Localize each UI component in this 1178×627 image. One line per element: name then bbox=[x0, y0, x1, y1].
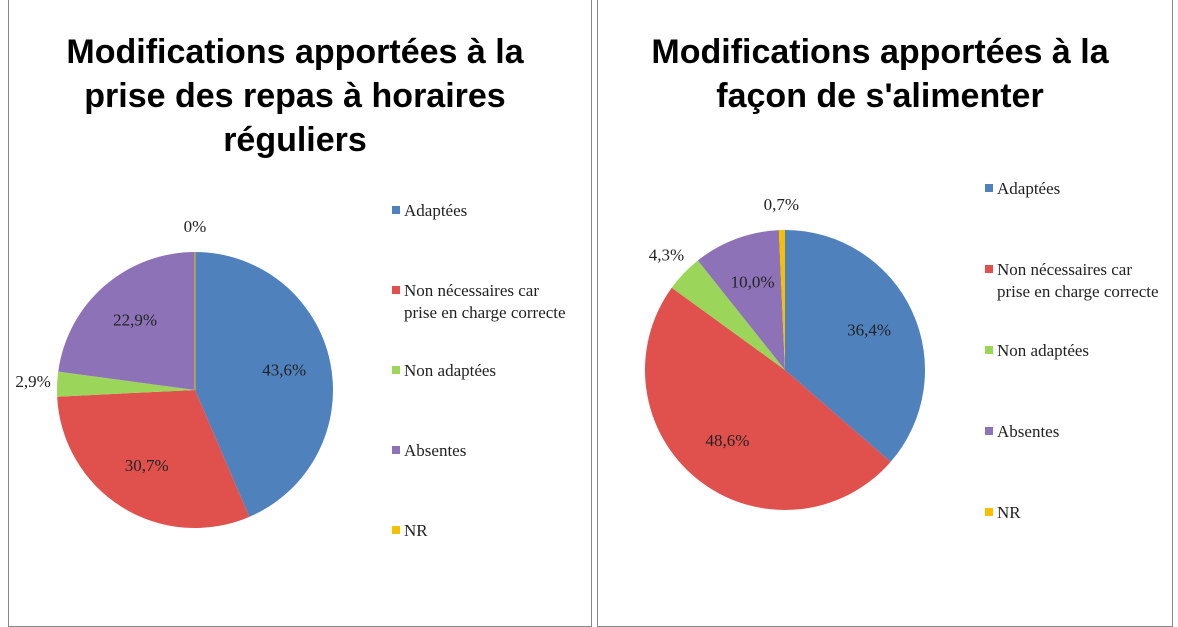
legend-swatch bbox=[392, 286, 400, 294]
data-label: 43,6% bbox=[262, 361, 306, 380]
legend-item: Non nécessaires car prise en charge corr… bbox=[985, 259, 1160, 303]
legend-swatch bbox=[392, 446, 400, 454]
legend-label: Non nécessaires car prise en charge corr… bbox=[997, 260, 1159, 301]
data-label: 36,4% bbox=[847, 321, 891, 340]
legend-label: Absentes bbox=[997, 422, 1060, 441]
data-label: 2,9% bbox=[15, 372, 50, 391]
legend-item: Non adaptées bbox=[392, 360, 567, 382]
legend-item: NR bbox=[985, 502, 1160, 524]
legend-item: Absentes bbox=[392, 440, 567, 462]
data-label: 10,0% bbox=[731, 272, 775, 291]
legend-label: Non adaptées bbox=[404, 361, 497, 380]
pie-slice bbox=[58, 252, 195, 390]
pie-slice bbox=[57, 371, 195, 397]
legend-item: Non adaptées bbox=[985, 340, 1160, 362]
legend-label: Absentes bbox=[404, 441, 467, 460]
pie-slice bbox=[697, 230, 785, 370]
data-label: 48,6% bbox=[705, 431, 749, 450]
legend-swatch bbox=[985, 346, 993, 354]
legend-item: NR bbox=[392, 520, 567, 542]
legend-swatch bbox=[392, 366, 400, 374]
pie-slice bbox=[57, 390, 250, 528]
pie-slice bbox=[778, 230, 785, 370]
pie-slice bbox=[195, 252, 333, 517]
legend-label: Non nécessaires car prise en charge corr… bbox=[404, 281, 566, 322]
legend-label: NR bbox=[997, 503, 1021, 522]
legend-item: Adaptées bbox=[985, 178, 1160, 200]
legend-swatch bbox=[392, 526, 400, 534]
data-label: 0,7% bbox=[764, 195, 799, 214]
legend-label: Non adaptées bbox=[997, 341, 1090, 360]
legend-item: Non nécessaires car prise en charge corr… bbox=[392, 280, 567, 324]
legend-swatch bbox=[985, 508, 993, 516]
pie-slice bbox=[671, 260, 785, 370]
data-label: 0% bbox=[184, 217, 207, 236]
data-label: 30,7% bbox=[125, 456, 169, 475]
legend-swatch bbox=[985, 184, 993, 192]
legend-item: Absentes bbox=[985, 421, 1160, 443]
data-label: 4,3% bbox=[649, 246, 684, 265]
legend-swatch bbox=[392, 206, 400, 214]
chart-title: Modifications apportées à la prise des r… bbox=[66, 33, 524, 159]
legend-item: Adaptées bbox=[392, 200, 567, 222]
legend-label: Adaptées bbox=[404, 201, 468, 220]
legend-swatch bbox=[985, 427, 993, 435]
legend-label: Adaptées bbox=[997, 179, 1061, 198]
pie-slice bbox=[785, 230, 925, 462]
pie-slice bbox=[644, 287, 891, 511]
legend-swatch bbox=[985, 265, 993, 273]
chart-title: Modifications apportées à la façon de s'… bbox=[651, 33, 1109, 115]
data-label: 22,9% bbox=[113, 310, 157, 329]
legend-label: NR bbox=[404, 521, 428, 540]
